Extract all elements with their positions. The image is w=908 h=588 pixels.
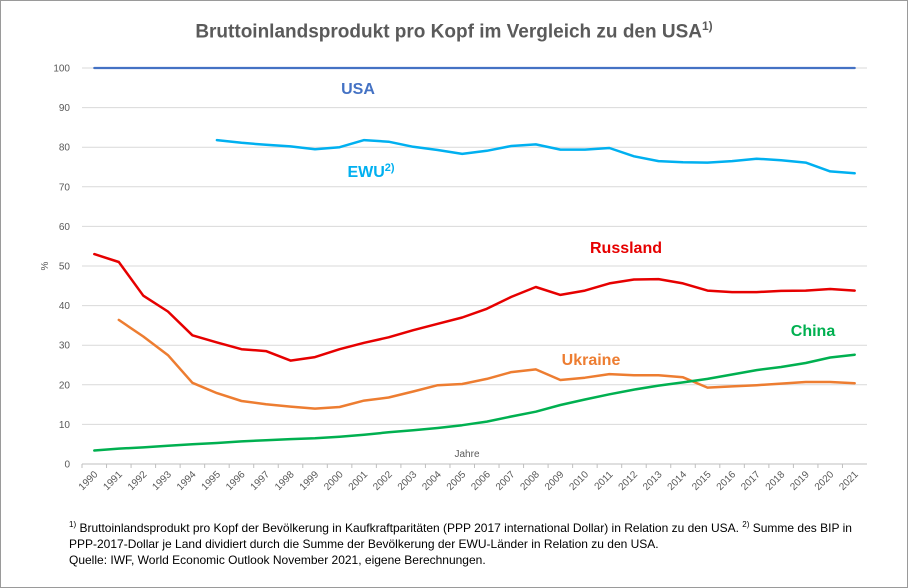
x-tick-label: 2007 [494, 469, 518, 493]
x-tick-label: 2021 [837, 469, 861, 493]
series-label-footnote-mark: 2) [385, 162, 395, 174]
x-tick-label: 2001 [347, 469, 371, 493]
x-tick-label: 1991 [101, 469, 125, 493]
y-tick-label: 90 [59, 103, 71, 114]
series-line-ewu [215, 138, 856, 175]
x-tick-label: 2012 [617, 469, 641, 493]
series-line-ukraine [117, 318, 856, 410]
series-label-ukraine: Ukraine [562, 352, 621, 369]
y-tick-label: 0 [64, 460, 70, 471]
y-tick-label: 30 [59, 341, 71, 352]
x-tick-label: 1998 [273, 469, 297, 493]
x-tick-label: 1997 [249, 469, 273, 493]
x-tick-label: 2018 [764, 469, 788, 493]
x-axis-label: Jahre [454, 449, 479, 460]
x-tick-label: 2009 [543, 469, 567, 493]
y-tick-label: 50 [59, 262, 71, 273]
x-tick-label: 1994 [175, 469, 199, 493]
x-tick-label: 2002 [371, 469, 395, 493]
x-tick-label: 1993 [150, 469, 174, 493]
y-axis-ticks: 0 10 20 30 40 50 60 70 80 90 100 [53, 64, 70, 471]
x-tick-label: 2000 [322, 469, 346, 493]
x-tick-label: 1999 [298, 469, 322, 493]
y-tick-label: 10 [59, 420, 71, 431]
x-tick-label: 2013 [641, 469, 665, 493]
x-tick-label: 1996 [224, 469, 248, 493]
footnote-mark-2: 2) [742, 520, 750, 529]
x-tick-label: 2014 [666, 469, 690, 493]
chart-title-text: Bruttoinlandsprodukt pro Kopf im Verglei… [195, 21, 702, 43]
x-tick-label: 2006 [469, 469, 493, 493]
source-note: Quelle: IWF, World Economic Outlook Nove… [69, 553, 486, 567]
series-label-russland: Russland [590, 240, 662, 257]
series-line-china [93, 353, 856, 452]
x-tick-label: 2017 [739, 469, 763, 493]
x-tick-label: 2005 [445, 469, 469, 493]
x-tick-label: 2015 [690, 469, 714, 493]
x-tick-label: 1995 [200, 469, 224, 493]
x-tick-label: 2020 [813, 469, 837, 493]
series-label-china: China [791, 323, 836, 340]
chart-title: Bruttoinlandsprodukt pro Kopf im Verglei… [1, 19, 907, 43]
y-tick-label: 70 [59, 182, 71, 193]
y-tick-label: 100 [53, 64, 70, 75]
x-tick-label: 2004 [420, 469, 444, 493]
footnote-text-1: Bruttoinlandsprodukt pro Kopf der Bevölk… [76, 521, 743, 535]
x-tick-label: 2016 [715, 469, 739, 493]
series-label-ewu: EWU2) [347, 162, 394, 181]
y-tick-label: 40 [59, 301, 71, 312]
footnote-mark-1: 1) [69, 520, 77, 529]
series-lines [93, 66, 856, 452]
footnote-text-2: Summe des BIP in PPP-2017-Dollar je Land… [69, 521, 852, 551]
x-tick-label: 1990 [77, 469, 101, 493]
chart-title-footnote-mark: 1) [702, 19, 713, 33]
y-tick-label: 80 [59, 143, 71, 154]
x-tick-label: 2008 [518, 469, 542, 493]
y-tick-label: 20 [59, 380, 71, 391]
x-tick-label: 2010 [568, 469, 592, 493]
footnote: 1) Bruttoinlandsprodukt pro Kopf der Bev… [69, 517, 869, 568]
x-tick-label: 2011 [593, 469, 616, 492]
series-label-usa: USA [341, 81, 375, 98]
series-line-russland [93, 252, 856, 362]
x-tick-label: 1992 [126, 469, 150, 493]
x-axis-ticks: 1990 1991 1992 1993 1994 1995 1996 1997 1998 1999… [77, 464, 861, 493]
y-tick-label: 60 [59, 222, 71, 233]
x-tick-label: 2019 [788, 469, 812, 493]
y-axis-label: % [40, 261, 51, 270]
series-labels: USA EWU2) Russland Ukraine China [341, 81, 835, 369]
x-tick-label: 2003 [396, 469, 420, 493]
gridlines [82, 67, 867, 465]
